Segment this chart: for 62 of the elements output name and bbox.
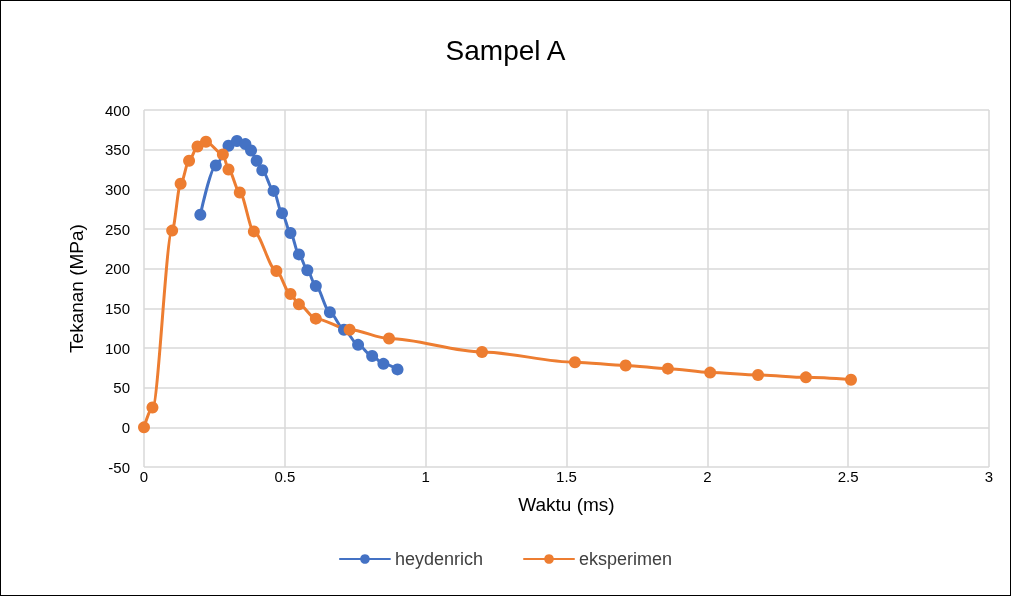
- point: [292, 298, 305, 311]
- y-tick-label: 0: [121, 418, 130, 436]
- point: [174, 177, 187, 190]
- x-axis-title: Waktu (ms): [518, 494, 615, 515]
- point: [366, 349, 379, 362]
- point: [146, 401, 159, 414]
- point: [194, 208, 207, 221]
- x-tick-label: 0.5: [274, 468, 296, 485]
- y-tick-label: -50: [108, 458, 130, 476]
- point: [256, 164, 269, 177]
- point: [476, 345, 488, 358]
- x-tick-label: 2.5: [837, 468, 859, 485]
- point: [301, 264, 314, 277]
- point: [377, 357, 390, 370]
- point: [661, 362, 674, 375]
- legend-label: heydenrich: [394, 549, 484, 569]
- point: [704, 366, 717, 379]
- x-tick-label: 0: [139, 468, 149, 485]
- point: [233, 186, 246, 199]
- x-tick-label: 2: [703, 468, 712, 485]
- point: [276, 207, 289, 220]
- x-tick-label: 1: [421, 468, 430, 485]
- point: [309, 280, 322, 293]
- point: [284, 288, 297, 301]
- point: [391, 363, 404, 376]
- point: [245, 144, 258, 157]
- point: [352, 338, 365, 351]
- point: [309, 312, 322, 325]
- point: [845, 373, 857, 386]
- point: [166, 224, 179, 237]
- point: [799, 371, 812, 384]
- y-tick-label: 250: [104, 220, 130, 238]
- point: [619, 359, 632, 372]
- y-tick-label: 50: [113, 379, 130, 397]
- point: [267, 184, 280, 197]
- point: [270, 265, 283, 278]
- y-axis-title: Tekanan (MPa): [66, 224, 87, 353]
- x-tick-label: 1.5: [556, 468, 577, 485]
- point: [383, 332, 396, 345]
- point: [199, 135, 212, 148]
- y-tick-label: 300: [104, 180, 130, 198]
- point: [209, 159, 222, 172]
- point: [292, 248, 305, 261]
- point: [138, 421, 150, 434]
- y-tick-label: 350: [104, 141, 130, 159]
- point: [216, 148, 229, 161]
- legend-label: eksperimen: [579, 549, 673, 569]
- x-tick-label: 3: [984, 468, 994, 485]
- point: [323, 306, 336, 319]
- point: [752, 368, 765, 381]
- y-tick-label: 100: [104, 339, 130, 357]
- chart-title: Sampel A: [445, 34, 566, 66]
- point: [568, 356, 581, 369]
- point: [284, 226, 297, 239]
- y-tick-label: 200: [104, 260, 130, 278]
- point: [250, 154, 263, 167]
- point: [183, 154, 196, 167]
- point: [247, 225, 260, 238]
- y-tick-label: 150: [104, 299, 130, 317]
- point: [222, 163, 235, 176]
- y-tick-label: 400: [104, 101, 130, 119]
- point: [343, 323, 356, 336]
